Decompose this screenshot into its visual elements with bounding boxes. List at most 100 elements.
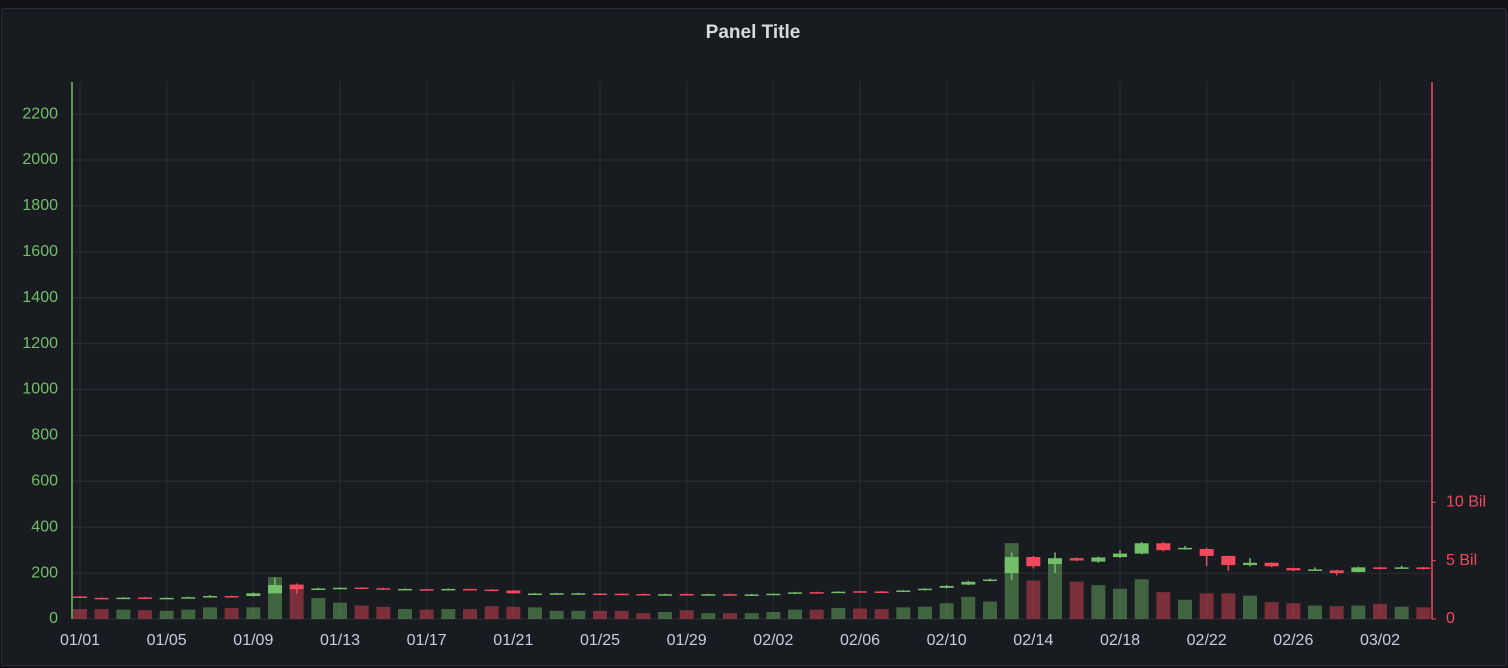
candle-body — [73, 596, 87, 599]
y-tick-label: 800 — [31, 427, 58, 444]
volume-bar — [614, 610, 629, 619]
volume-bar — [788, 609, 802, 619]
candle-body — [1199, 549, 1214, 556]
volume-bar — [528, 607, 542, 619]
panel-title: Panel Title — [706, 22, 801, 43]
volume-bar — [1308, 605, 1322, 619]
volume-bar — [311, 597, 326, 619]
x-tick-label: 01/25 — [580, 632, 620, 649]
volume-bar — [289, 585, 304, 619]
volume-bar — [398, 609, 412, 619]
y-tick-label: 600 — [31, 473, 58, 490]
candle-body — [1178, 547, 1192, 550]
candle-body — [289, 584, 304, 590]
candle-body — [181, 597, 196, 599]
volume-bar — [896, 607, 911, 619]
volume-bar — [1026, 580, 1041, 619]
candle-body — [1394, 567, 1409, 569]
volume-bar — [1416, 607, 1431, 619]
candle-body — [506, 590, 521, 594]
candle-body — [1026, 557, 1041, 567]
y-tick-label: 400 — [31, 518, 58, 535]
y-tick-label: 2000 — [22, 151, 58, 168]
volume-bar — [1329, 606, 1344, 619]
candle-body — [1004, 557, 1019, 574]
volume-bar — [636, 613, 651, 619]
volume-bar — [484, 606, 499, 619]
candle-body — [441, 588, 456, 591]
candle-body — [311, 588, 326, 590]
volume-bar — [983, 601, 997, 619]
candle-body — [831, 591, 846, 594]
volume-bar — [419, 609, 434, 619]
y2-tick-label: 5 Bil — [1446, 552, 1477, 569]
candle-body — [788, 592, 802, 594]
candle-body — [246, 593, 261, 597]
volume-bar — [1199, 593, 1214, 619]
candle-body — [1243, 562, 1257, 566]
x-tick-label: 01/29 — [667, 632, 707, 649]
volume-bar — [918, 606, 932, 619]
y-tick-label: 1200 — [22, 335, 58, 352]
y2-tick-label: 10 Bil — [1446, 493, 1486, 510]
volume-bar — [939, 603, 954, 619]
candle-body — [853, 591, 867, 593]
y-tick-label: 1400 — [22, 289, 58, 306]
volume-bar — [809, 609, 824, 619]
x-tick-label: 01/05 — [147, 632, 187, 649]
candle-body — [528, 593, 542, 596]
candle-body — [701, 594, 716, 596]
volume-bar — [1178, 599, 1192, 619]
candle-body — [1221, 555, 1236, 566]
volume-bar — [159, 610, 174, 619]
volume-bar — [1394, 606, 1409, 619]
candle-body — [918, 588, 932, 591]
volume-bar — [224, 607, 239, 619]
candle-body — [116, 597, 131, 600]
volume-bar — [723, 613, 737, 619]
candle-body — [961, 581, 976, 585]
volume-bar — [1286, 603, 1301, 619]
volume-bar — [138, 610, 152, 619]
candle-body — [723, 594, 737, 596]
x-tick-label: 01/21 — [493, 632, 533, 649]
volume-bar — [441, 609, 456, 619]
candle-body — [1416, 567, 1431, 569]
candle-body — [636, 593, 651, 596]
volume-bar — [701, 613, 716, 619]
volume-bar — [831, 607, 846, 619]
y2-tick-label: 0 — [1446, 610, 1455, 627]
candle-body — [1156, 543, 1171, 551]
candle-body — [679, 593, 694, 596]
x-tick-label: 02/02 — [753, 632, 793, 649]
y-tick-label: 1000 — [22, 381, 58, 398]
candle-body — [419, 589, 434, 591]
candle-body — [1134, 543, 1149, 554]
candle-body — [1264, 562, 1279, 567]
volume-bar — [766, 611, 781, 619]
x-tick-label: 01/13 — [320, 632, 360, 649]
volume-bar — [1091, 585, 1106, 619]
candle-body — [766, 593, 781, 596]
volume-bar — [593, 610, 607, 619]
candle-body — [463, 588, 477, 591]
candle-body — [398, 588, 412, 591]
volume-bar — [203, 607, 217, 619]
candle-body — [1351, 567, 1366, 572]
volume-bar — [658, 611, 672, 619]
candle-body — [744, 594, 759, 596]
volume-bar — [463, 609, 477, 619]
candle-body — [1329, 570, 1344, 574]
x-tick-label: 01/01 — [60, 632, 100, 649]
candle-body — [874, 591, 889, 593]
candle-body — [159, 597, 174, 600]
volume-bar — [1156, 592, 1171, 619]
candle-body — [268, 585, 282, 594]
volume-bar — [1373, 603, 1387, 619]
volume-bar — [1351, 605, 1366, 619]
volume-bar — [1221, 593, 1236, 619]
volume-bar — [246, 607, 261, 619]
volume-bar — [744, 613, 759, 619]
volume-bar — [874, 609, 889, 619]
volume-bar — [376, 606, 391, 619]
